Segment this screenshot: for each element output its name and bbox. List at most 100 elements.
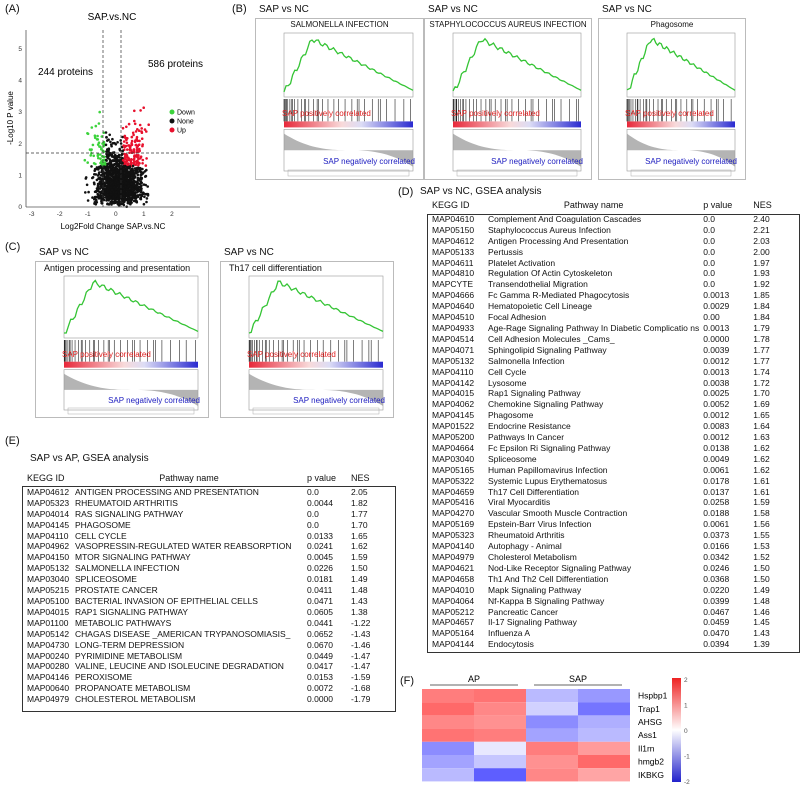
table-cell: 1.69: [753, 399, 770, 410]
table-cell: Rap1 Signaling Pathway: [488, 388, 581, 399]
table-row: MAP05322 Systemic Lupus Erythematosus 0.01…: [430, 476, 795, 487]
volcano-point: [96, 138, 100, 141]
volcano-point: [115, 178, 118, 182]
table-cell: Sphingolipid Signaling Pathway: [488, 344, 607, 355]
table-row: MAP05416 Viral Myocarditis 0.0258 1.59: [430, 497, 795, 508]
table-cell: RAS SIGNALING PATHWAY: [75, 508, 184, 519]
volcano-point: [104, 143, 108, 147]
panel-d-label: (D): [398, 186, 414, 198]
volcano-point: [145, 200, 148, 204]
volcano-point: [137, 129, 141, 132]
volcano-point: [111, 137, 114, 141]
table-cell: 1.48: [351, 585, 368, 596]
table-cell: MAP04010: [432, 584, 475, 595]
volcano-xlabel: Log2Fold Change SAP.vs.NC: [61, 222, 166, 231]
volcano-point: [100, 201, 103, 205]
table-cell: MAP03040: [27, 574, 70, 585]
volcano-point: [116, 174, 120, 178]
table-cell: Transendothelial Migration: [488, 279, 588, 290]
panel-e-table: KEGG ID Pathway name p value NES MAP04612 ANT…: [25, 473, 391, 705]
volcano-point: [137, 157, 140, 161]
table-row: MAP00240 PYRIMIDINE METABOLISM 0.0449 -1.47: [25, 651, 391, 662]
legend-swatch: [169, 109, 175, 115]
volcano-point: [131, 131, 135, 135]
panelE-col-header: p value: [307, 473, 337, 483]
volcano-point: [118, 194, 121, 197]
volcano-point: [125, 168, 129, 171]
volcano-point: [93, 134, 97, 137]
volcano-point: [114, 190, 118, 194]
y-tick-label: 4: [18, 78, 22, 85]
table-cell: SALMONELLA INFECTION: [75, 563, 180, 574]
table-row: MAP04015 RAP1 SIGNALING PATHWAY 0.0605 1.38: [25, 607, 391, 618]
table-cell: Phagosome: [488, 410, 534, 421]
volcano-point: [110, 143, 113, 146]
volcano-point: [98, 181, 102, 184]
table-cell: 0.0000: [307, 694, 333, 705]
volcano-point: [94, 124, 98, 128]
volcano-point: [122, 140, 126, 143]
table-cell: MAP04270: [432, 508, 475, 519]
heatmap-cell: [474, 755, 526, 769]
table-cell: MAP04064: [432, 595, 475, 606]
volcano-point: [122, 186, 125, 190]
table-cell: 0.0: [703, 257, 716, 268]
volcano-point: [128, 147, 132, 151]
table-cell: 0.0137: [703, 486, 730, 497]
table-cell: 0.0342: [703, 552, 730, 562]
volcano-point: [141, 143, 144, 146]
table-cell: MAP05416: [432, 497, 475, 508]
table-row: MAP05132 Salmonella Infection 0.0012 1.77: [430, 356, 795, 367]
table-cell: 0.0373: [703, 530, 730, 541]
volcano-point: [96, 153, 100, 156]
table-cell: 1.52: [753, 552, 770, 562]
volcano-point: [144, 183, 147, 187]
volcano-point: [131, 193, 134, 197]
table-cell: -1.22: [351, 617, 371, 628]
table-cell: RHEUMATOID ARTHRITIS: [75, 497, 178, 508]
volcano-point: [98, 194, 101, 198]
volcano-point: [128, 197, 132, 200]
table-row: MAP04659 Th17 Cell Differentiation 0.0137 1…: [430, 487, 795, 498]
table-cell: Systemic Lupus Erythematosus: [488, 475, 608, 486]
volcano-point: [84, 177, 88, 180]
volcano-point: [124, 136, 128, 140]
volcano-point: [110, 174, 114, 178]
table-cell: 0.0241: [307, 541, 333, 552]
volcano-point: [124, 171, 128, 175]
volcano-point: [136, 177, 140, 180]
heatmap-gene-label: AHSG: [638, 717, 662, 727]
heatmap-cell: [578, 702, 630, 716]
table-cell: MAP04142: [432, 377, 475, 388]
table-cell: MAP04140: [432, 541, 475, 552]
volcano-point: [125, 193, 129, 196]
volcano-point: [132, 183, 136, 187]
table-cell: Spliceosome: [488, 453, 537, 464]
heatmap-cell: [578, 715, 630, 729]
volcano-point: [100, 198, 104, 201]
volcano-point: [93, 136, 97, 139]
table-cell: 0.0012: [703, 410, 730, 421]
volcano-point: [145, 130, 148, 133]
volcano-point: [106, 197, 110, 200]
table-cell: Epstein-Barr Virus Infection: [488, 519, 592, 530]
heatmap-gene-label: Hspbp1: [638, 691, 668, 701]
table-row: MAP04140 Autophagy - Animal 0.0166 1.53: [430, 541, 795, 552]
volcano-point: [116, 182, 119, 185]
volcano-point: [96, 134, 99, 138]
volcano-point: [126, 188, 130, 191]
volcano-point: [117, 191, 120, 195]
volcano-point: [107, 138, 110, 141]
volcano-point: [116, 155, 119, 159]
volcano-point: [112, 195, 115, 199]
table-cell: 1.85: [753, 290, 770, 301]
table-cell: Fc Gamma R-Mediated Phagocytosis: [488, 290, 630, 301]
table-row: MAP05323 Rheumatoid Arthritis 0.0373 1.55: [430, 530, 795, 541]
volcano-point: [98, 145, 101, 148]
volcano-point: [129, 186, 132, 189]
volcano-point: [112, 185, 116, 189]
panel-b-neg-label-0: SAP negatively correlated: [323, 157, 415, 166]
table-cell: 0.0417: [307, 661, 333, 672]
table-cell: 0.0459: [703, 617, 730, 628]
volcano-point: [104, 158, 108, 162]
